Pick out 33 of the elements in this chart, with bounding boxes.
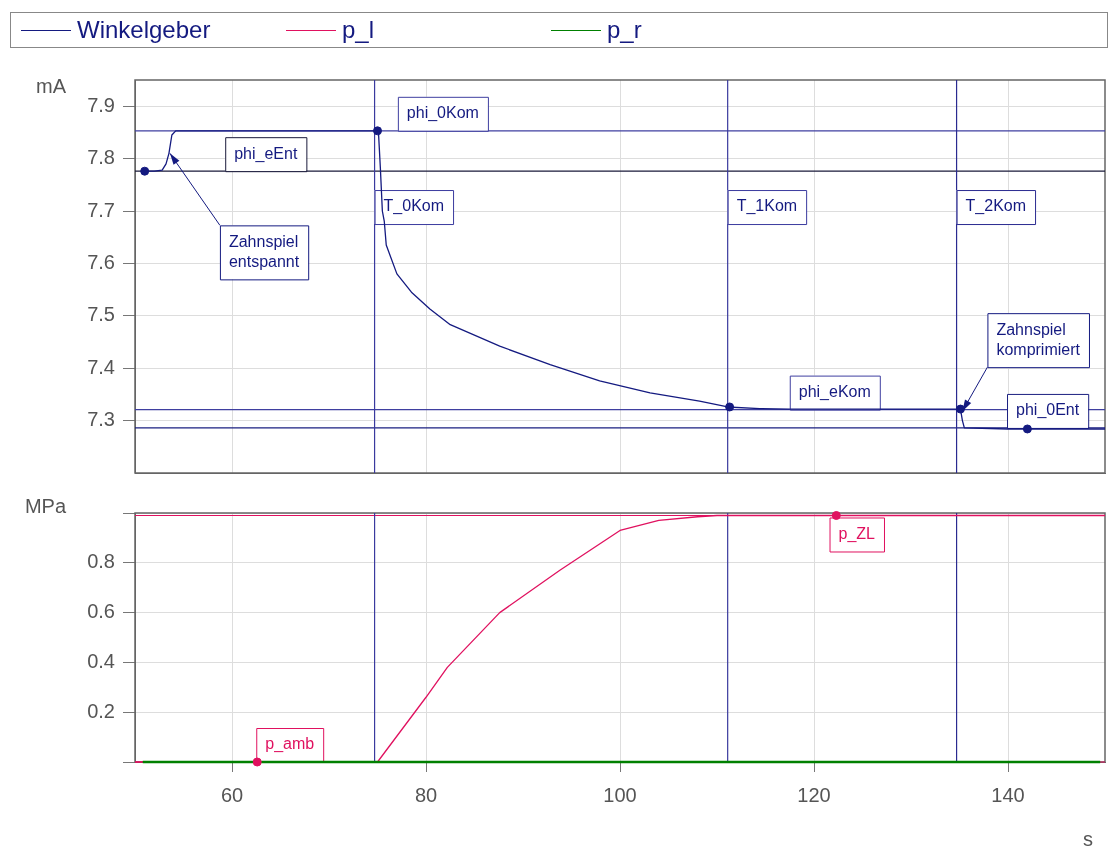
y-tick-label: 0.6 (87, 600, 115, 623)
y-tick-label: 7.9 (87, 93, 115, 116)
legend-label: p_r (607, 16, 642, 44)
y-axis-title: mA (36, 75, 66, 98)
y-tick-label: 7.4 (87, 355, 115, 378)
annotation: Zahnspiel komprimiert (996, 320, 1081, 358)
y-tick-label: 0.2 (87, 699, 115, 722)
x-tick-label: 140 (991, 783, 1025, 806)
ref-line-label: p_ZL (838, 524, 876, 543)
y-tick-label: 7.5 (87, 303, 115, 326)
y-tick-label: 7.7 (87, 198, 115, 221)
x-tick-label: 60 (220, 783, 244, 806)
ref-line-label: phi_eEnt (234, 144, 298, 163)
ref-line-label: p_amb (265, 735, 315, 754)
x-tick-label: 100 (603, 783, 637, 806)
ref-line-label: phi_0Kom (406, 104, 479, 123)
y-axis-title: MPa (24, 495, 66, 518)
legend-label: Winkelgeber (77, 16, 211, 44)
annotation: Zahnspiel entspannt (228, 232, 300, 270)
ref-line-label: T_2Kom (965, 197, 1027, 216)
y-tick-label: 0.8 (87, 550, 115, 573)
ref-line-label: T_1Kom (736, 197, 798, 216)
y-tick-label: 7.3 (87, 408, 115, 431)
y-tick-label: 7.8 (87, 146, 115, 169)
y-tick-label: 7.6 (87, 250, 115, 273)
x-axis-title: s (1083, 828, 1093, 847)
ref-line-label: phi_0Ent (1016, 401, 1080, 420)
ref-line-label: phi_eKom (798, 383, 871, 401)
x-tick-label: 120 (797, 783, 831, 806)
ref-line-label: T_0Kom (383, 197, 445, 216)
x-tick-label: 80 (414, 783, 438, 806)
legend-label: p_l (342, 16, 375, 44)
y-tick-label: 0.4 (87, 649, 115, 672)
